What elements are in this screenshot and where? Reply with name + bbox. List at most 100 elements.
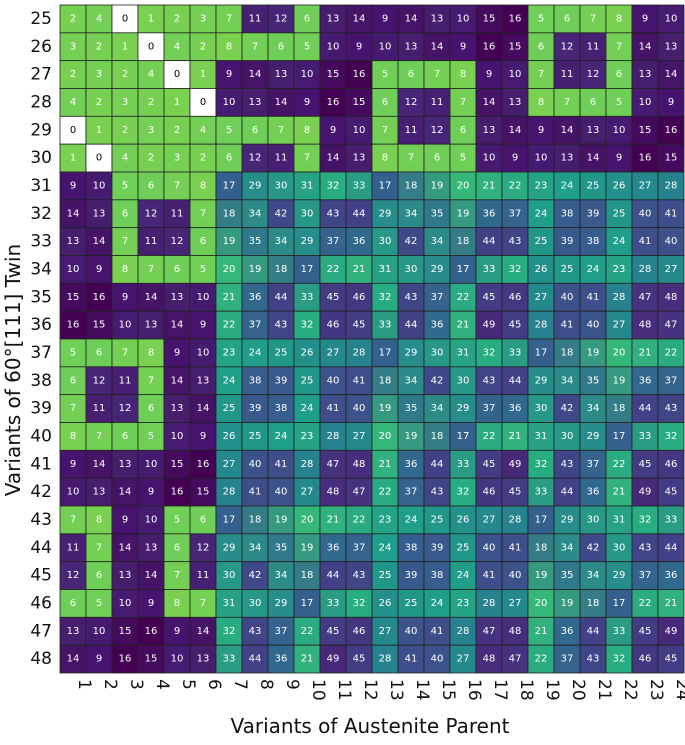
heatmap-cell bbox=[501, 589, 529, 618]
cell-value-label: 7 bbox=[200, 598, 206, 609]
cell-value-label: 10 bbox=[93, 180, 106, 191]
cell-value-label: 7 bbox=[278, 125, 284, 136]
cell-value-label: 44 bbox=[327, 570, 340, 581]
cell-value-label: 14 bbox=[197, 403, 210, 414]
cell-value-label: 6 bbox=[304, 13, 310, 24]
cell-value-label: 22 bbox=[327, 264, 340, 275]
cell-value-label: 16 bbox=[93, 292, 106, 303]
cell-value-label: 12 bbox=[249, 153, 262, 164]
cell-value-label: 20 bbox=[457, 180, 470, 191]
heatmap-cell bbox=[163, 644, 191, 674]
cell-value-label: 36 bbox=[431, 320, 444, 331]
cell-value-label: 40 bbox=[665, 236, 678, 247]
cell-value-label: 7 bbox=[564, 97, 570, 108]
cell-value-label: 8 bbox=[226, 41, 232, 52]
heatmap-cell bbox=[85, 88, 113, 117]
cell-value-label: 36 bbox=[249, 292, 262, 303]
heatmap-cell bbox=[137, 88, 165, 117]
cell-value-label: 3 bbox=[70, 41, 76, 52]
cell-value-label: 7 bbox=[96, 431, 102, 442]
cell-value-label: 43 bbox=[587, 654, 600, 665]
cell-value-label: 33 bbox=[483, 264, 496, 275]
heatmap-cell bbox=[215, 533, 243, 563]
cell-value-label: 18 bbox=[613, 403, 626, 414]
cell-value-label: 48 bbox=[639, 320, 652, 331]
cell-value-label: 27 bbox=[535, 292, 548, 303]
cell-value-label: 9 bbox=[96, 264, 102, 275]
cell-value-label: 11 bbox=[249, 13, 262, 24]
heatmap-cell bbox=[579, 394, 607, 423]
cell-value-label: 16 bbox=[327, 97, 340, 108]
cell-value-label: 18 bbox=[223, 208, 236, 219]
heatmap-cell bbox=[449, 60, 477, 89]
x-tick-label: 17 bbox=[490, 679, 510, 701]
cell-value-label: 0 bbox=[148, 41, 154, 52]
heatmap-cell bbox=[345, 32, 373, 62]
cell-value-label: 2 bbox=[122, 69, 128, 80]
heatmap-cell bbox=[397, 533, 425, 563]
heatmap-cell bbox=[553, 477, 581, 507]
cell-value-label: 19 bbox=[249, 264, 262, 275]
cell-value-label: 36 bbox=[561, 626, 574, 637]
cell-value-label: 33 bbox=[613, 626, 626, 637]
cell-value-label: 37 bbox=[483, 403, 496, 414]
cell-value-label: 9 bbox=[460, 41, 466, 52]
cell-value-label: 40 bbox=[509, 570, 522, 581]
cell-value-label: 13 bbox=[171, 403, 184, 414]
heatmap-cell bbox=[371, 394, 399, 423]
cell-value-label: 44 bbox=[353, 208, 366, 219]
cell-value-label: 6 bbox=[616, 69, 622, 80]
heatmap-cell bbox=[449, 88, 477, 117]
cell-value-label: 17 bbox=[301, 598, 314, 609]
cell-value-label: 14 bbox=[119, 542, 132, 553]
cell-value-label: 21 bbox=[379, 459, 392, 470]
heatmap-cell bbox=[475, 366, 503, 396]
cell-value-label: 14 bbox=[275, 97, 288, 108]
cell-value-label: 27 bbox=[483, 514, 496, 525]
cell-value-label: 33 bbox=[457, 459, 470, 470]
cell-value-label: 11 bbox=[431, 97, 444, 108]
cell-value-label: 7 bbox=[70, 514, 76, 525]
y-tick-label: 46 bbox=[30, 593, 52, 613]
cell-value-label: 9 bbox=[122, 292, 128, 303]
cell-value-label: 24 bbox=[535, 208, 548, 219]
cell-value-label: 7 bbox=[122, 236, 128, 247]
heatmap-cell bbox=[345, 644, 373, 674]
cell-value-label: 27 bbox=[509, 598, 522, 609]
cell-value-label: 36 bbox=[275, 654, 288, 665]
heatmap-cell bbox=[579, 616, 607, 646]
heatmap-cell bbox=[85, 505, 113, 535]
cell-value-label: 25 bbox=[223, 403, 236, 414]
heatmap-cell bbox=[527, 4, 555, 34]
heatmap-cell bbox=[111, 143, 139, 173]
heatmap-cell bbox=[605, 143, 633, 173]
heatmap-cell bbox=[59, 60, 87, 89]
cell-value-label: 32 bbox=[379, 292, 392, 303]
cell-value-label: 34 bbox=[249, 208, 262, 219]
cell-value-label: 17 bbox=[535, 514, 548, 525]
cell-value-label: 33 bbox=[223, 654, 236, 665]
heatmap-cell bbox=[163, 199, 191, 229]
heatmap-cell bbox=[553, 310, 581, 340]
cell-value-label: 45 bbox=[665, 487, 678, 498]
cell-value-label: 11 bbox=[587, 41, 600, 52]
cell-value-label: 22 bbox=[223, 320, 236, 331]
cell-value-label: 9 bbox=[668, 97, 674, 108]
cell-value-label: 7 bbox=[148, 264, 154, 275]
heatmap-cell bbox=[85, 115, 113, 145]
heatmap-cell bbox=[111, 60, 139, 89]
cell-value-label: 10 bbox=[379, 41, 392, 52]
heatmap-cell bbox=[241, 338, 269, 368]
cell-value-label: 42 bbox=[249, 570, 262, 581]
heatmap-cell bbox=[449, 171, 477, 201]
cell-value-label: 30 bbox=[587, 514, 600, 525]
cell-value-label: 16 bbox=[171, 487, 184, 498]
heatmap-cell bbox=[397, 338, 425, 368]
cell-value-label: 25 bbox=[613, 208, 626, 219]
cell-value-label: 46 bbox=[665, 459, 678, 470]
cell-value-label: 22 bbox=[665, 347, 678, 358]
cell-value-label: 44 bbox=[639, 403, 652, 414]
cell-value-label: 21 bbox=[457, 320, 470, 331]
heatmap-cell bbox=[475, 282, 503, 312]
heatmap-cell bbox=[397, 255, 425, 284]
